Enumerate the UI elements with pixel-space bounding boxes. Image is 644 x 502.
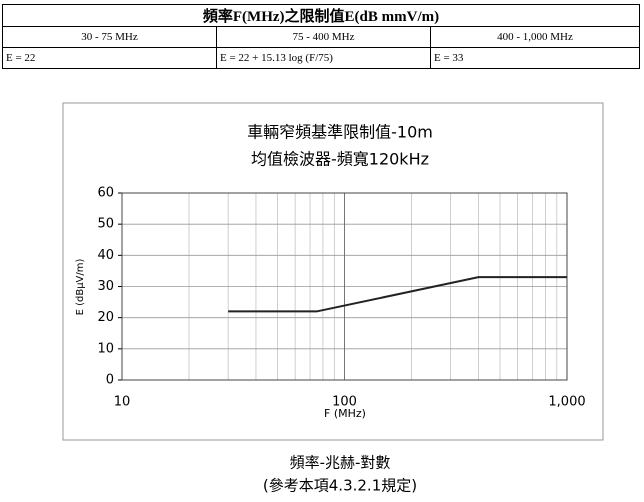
- limit-table: 頻率F(MHz)之限制值E(dB mmV/m) 30 - 75 MHz 75 -…: [2, 4, 640, 69]
- x-axis-label: F (MHz): [324, 407, 366, 420]
- x-tick-label: 10: [114, 395, 131, 410]
- cell: E = 22 + 15.13 log (F/75): [216, 47, 431, 69]
- header-cell: 400 - 1,000 MHz: [430, 26, 640, 48]
- cell: E = 33: [430, 47, 640, 69]
- chart-subtitle: 均值檢波器-頻寬120kHz: [251, 150, 429, 169]
- y-tick-label: 20: [97, 310, 114, 325]
- y-tick-label: 0: [106, 373, 114, 388]
- plot-frame: [121, 192, 568, 381]
- y-tick-label: 60: [97, 186, 114, 201]
- chart-title: 車輛窄頻基準限制值-10m: [247, 123, 433, 142]
- data-line: [228, 276, 567, 313]
- caption: 頻率-兆赫-對數: [290, 454, 391, 472]
- chart-frame: [62, 102, 604, 441]
- header-cell: 30 - 75 MHz: [2, 26, 217, 48]
- y-tick-label: 40: [97, 248, 114, 263]
- x-tick-label: 100: [332, 395, 357, 410]
- y-tick-label: 30: [97, 279, 114, 294]
- table-title: 頻率F(MHz)之限制值E(dB mmV/m): [2, 4, 640, 27]
- y-tick-label: 10: [97, 341, 114, 356]
- x-tick-label: 1,000: [548, 395, 585, 410]
- caption: (參考本項4.3.2.1規定): [263, 477, 417, 495]
- header-cell: 75 - 400 MHz: [216, 26, 431, 48]
- y-axis-label: E (dBμV/m): [75, 258, 86, 315]
- y-tick-label: 50: [97, 217, 114, 232]
- cell: E = 22: [2, 47, 217, 69]
